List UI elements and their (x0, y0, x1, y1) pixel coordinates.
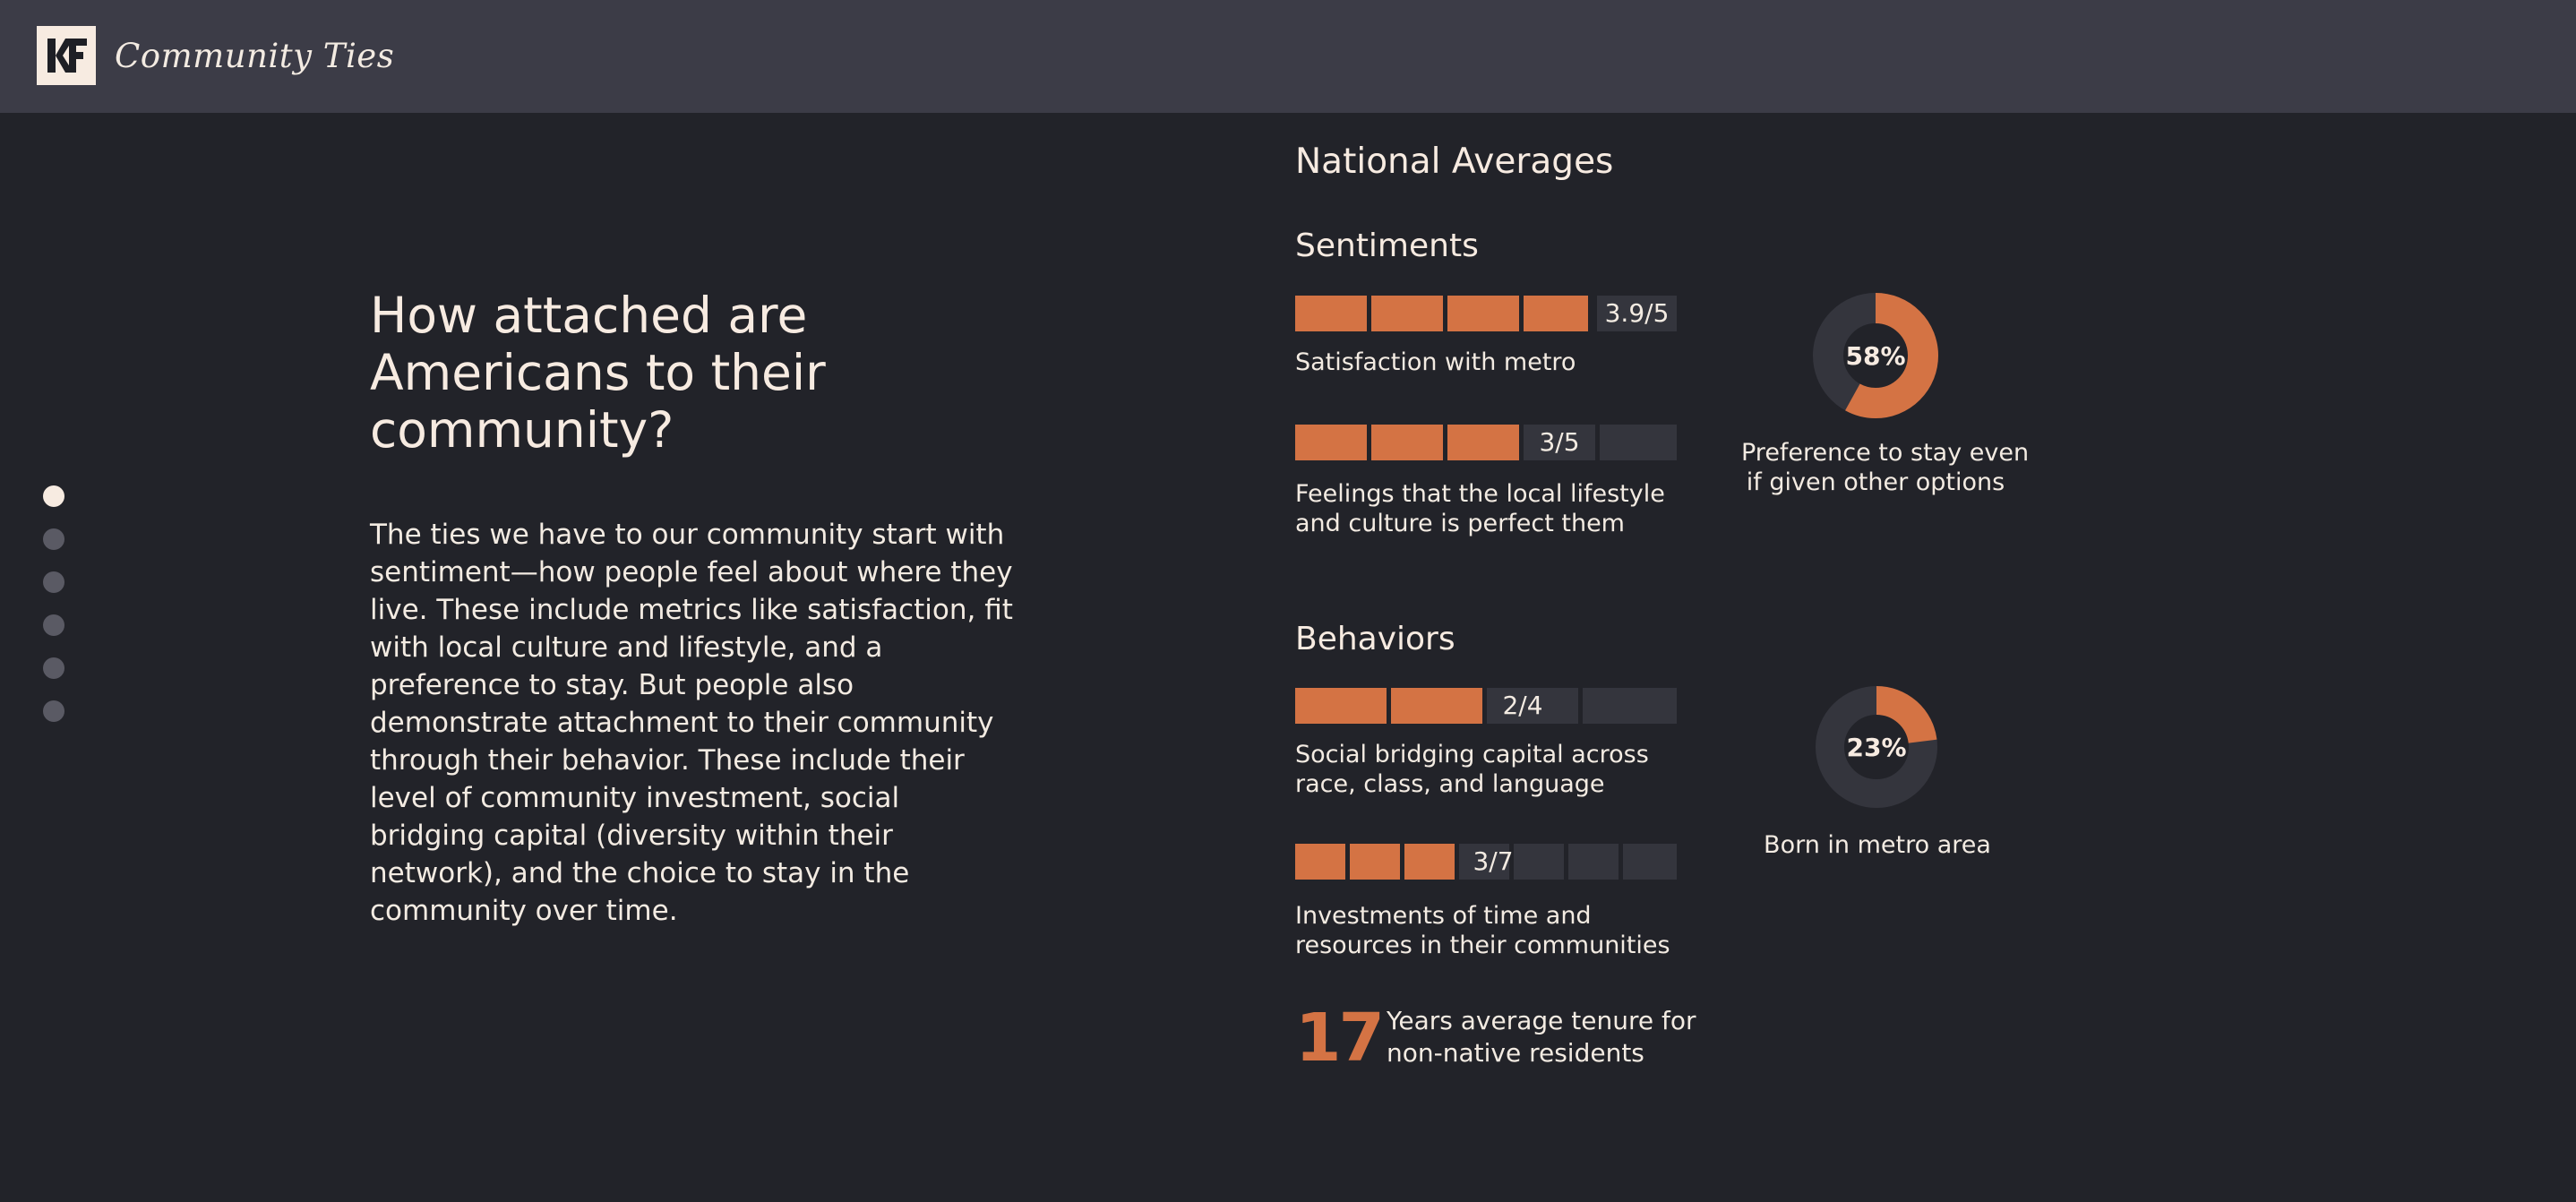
behaviors-title: Behaviors (1295, 621, 1455, 657)
bar-segment (1487, 688, 1578, 724)
tenure-label: Years average tenure for non-native resi… (1387, 1005, 1696, 1069)
bar-segment (1524, 296, 1588, 331)
brand-title: Community Ties (115, 37, 395, 75)
sentiments-title: Sentiments (1295, 228, 1479, 264)
bridging-score: 2/4 (1502, 691, 1543, 720)
lifestyle-label-line: and culture is perfect them (1295, 510, 1625, 537)
born-caption: Born in metro area (1764, 831, 1991, 859)
bar-segment (1600, 425, 1677, 460)
pager-dot-2[interactable] (43, 528, 64, 550)
kf-logo[interactable] (37, 26, 96, 85)
preference-caption: Preference to stay even if given other o… (1741, 438, 2030, 497)
intro-title: How attached are Americans to their comm… (370, 287, 826, 459)
top-header: Community Ties (0, 0, 2576, 113)
bar-segment (1295, 296, 1367, 331)
preference-donut-graphic (1813, 293, 1938, 418)
bar-segment (1583, 688, 1677, 724)
bar-segment (1568, 844, 1619, 880)
satisfaction-bar: 3.9/5 (1295, 296, 1677, 331)
bar-segment (1371, 296, 1443, 331)
bar-segment (1404, 844, 1455, 880)
lifestyle-score: 3/5 (1539, 427, 1580, 457)
preference-donut: 58% (1813, 293, 1938, 418)
bridging-bar: 2/4 (1295, 688, 1677, 724)
tenure-label-line: Years average tenure for (1387, 1006, 1696, 1035)
national-averages-title: National Averages (1295, 142, 1614, 182)
bar-segment (1459, 844, 1509, 880)
preference-caption-line: Preference to stay even (1741, 439, 2030, 467)
lifestyle-bar: 3/5 (1295, 425, 1677, 460)
intro-section: How attached are Americans to their comm… (370, 287, 1015, 930)
bar-segment (1623, 844, 1677, 880)
pager-dot-1[interactable] (43, 485, 64, 507)
bar-segment (1524, 425, 1595, 460)
tenure-label-line: non-native residents (1387, 1038, 1644, 1068)
intro-body: The ties we have to our community start … (370, 519, 1013, 927)
pager-dot-5[interactable] (43, 657, 64, 679)
bridging-label-line: Social bridging capital across (1295, 741, 1649, 768)
section-pager (43, 485, 64, 743)
bridging-label-line: race, class, and language (1295, 770, 1605, 798)
bridging-label: Social bridging capital across race, cla… (1295, 740, 1649, 799)
kf-logo-mark (47, 39, 87, 73)
preference-caption-line: if given other options (1746, 468, 2005, 496)
bar-segment (1350, 844, 1400, 880)
preference-percent: 58% (1845, 340, 1906, 371)
investments-label: Investments of time and resources in the… (1295, 901, 1670, 960)
investments-label-line: Investments of time and (1295, 902, 1592, 930)
bar-segment (1447, 425, 1519, 460)
born-percent: 23% (1846, 732, 1907, 762)
tenure-number: 17 (1295, 1000, 1385, 1077)
investments-score: 3/7 (1473, 846, 1514, 876)
bar-segment (1597, 296, 1677, 331)
born-donut: 23% (1816, 686, 1937, 808)
bar-segment (1371, 425, 1443, 460)
donut-arc (1816, 686, 1937, 808)
pager-dot-6[interactable] (43, 700, 64, 722)
investments-label-line: resources in their communities (1295, 932, 1670, 959)
lifestyle-label-line: Feelings that the local lifestyle (1295, 480, 1665, 508)
lifestyle-label: Feelings that the local lifestyle and cu… (1295, 479, 1665, 538)
donut-arc (1813, 293, 1938, 418)
satisfaction-score: 3.9/5 (1604, 298, 1670, 328)
bar-segment (1447, 296, 1519, 331)
bar-segment (1295, 844, 1345, 880)
bar-segment (1295, 425, 1367, 460)
pager-dot-3[interactable] (43, 571, 64, 593)
investments-bar: 3/7 (1295, 844, 1677, 880)
bar-segment (1391, 688, 1482, 724)
bar-segment (1514, 844, 1564, 880)
born-donut-graphic (1816, 686, 1937, 808)
pager-dot-4[interactable] (43, 614, 64, 636)
satisfaction-label: Satisfaction with metro (1295, 348, 1576, 376)
bar-segment (1295, 688, 1387, 724)
